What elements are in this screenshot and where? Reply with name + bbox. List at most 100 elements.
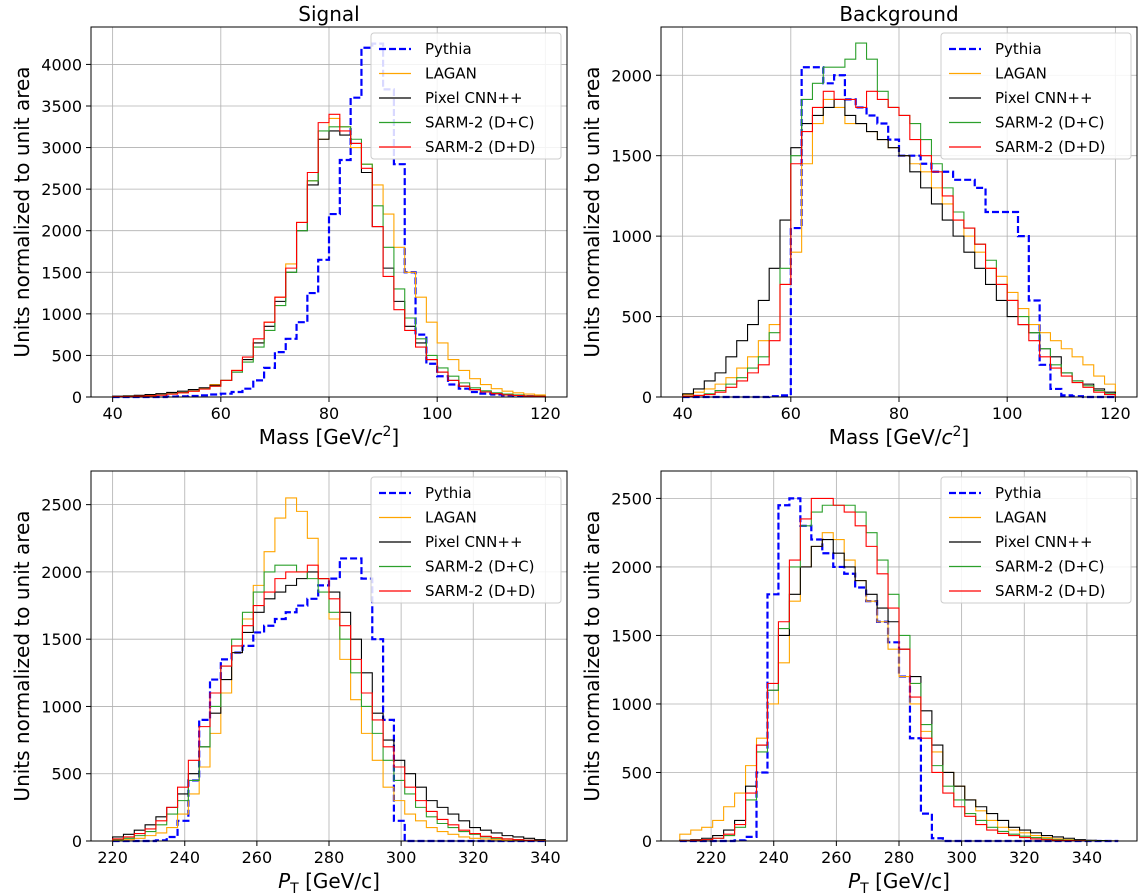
legend-box (370, 32, 562, 160)
legend: Pythia LAGAN Pixel CNN++ SARM-2 (D+C) SARM-2… (370, 32, 562, 160)
y-tick-label: 2000 (611, 558, 652, 577)
y-tick-label: 2500 (611, 489, 652, 508)
x-tick-label: 60 (211, 404, 231, 423)
series-line-0 (112, 42, 547, 399)
legend-label: Pixel CNN++ (425, 89, 523, 107)
y-tick-label: 1500 (611, 626, 652, 645)
y-tick-label: 0 (72, 832, 82, 851)
series-line-4 (679, 497, 1119, 842)
background-pt-panel: 220 240 260 280 300 320 340 0 500 1000 1500 2000 250… (580, 470, 1138, 895)
x-tick-label: 80 (319, 404, 339, 423)
x-tick-label: 300 (386, 848, 417, 867)
x-tick-label: 40 (102, 404, 122, 423)
background-mass-panel: 40 60 80 100 120 0 500 1000 1500 2000 Background Ma… (580, 2, 1138, 449)
y-axis-label: Units normalized to unit area (580, 510, 604, 801)
x-tick-label: 340 (530, 848, 561, 867)
x-tick-label: 240 (758, 848, 789, 867)
x-axis-label: PT [GeV/c] (848, 869, 950, 895)
y-tick-label: 500 (51, 346, 82, 365)
y-axis-label: Units normalized to unit area (580, 66, 604, 357)
legend-label: SARM-2 (D+C) (995, 558, 1104, 576)
legend-label: LAGAN (995, 509, 1047, 527)
legend: Pythia LAGAN Pixel CNN++ SARM-2 (D+C) SARM-2… (940, 32, 1132, 160)
y-axis-label: Units normalized to unit area (10, 66, 34, 357)
legend-label: LAGAN (425, 65, 477, 83)
legend-label: Pythia (995, 484, 1042, 502)
x-axis-label: PT [GeV/c] (278, 869, 380, 895)
x-tick-label: 80 (889, 404, 909, 423)
y-tick-label: 1500 (41, 630, 82, 649)
x-tick-label: 260 (821, 848, 852, 867)
y-tick-label: 1500 (611, 147, 652, 166)
y-tick-label: 1000 (41, 305, 82, 324)
legend-label: Pythia (995, 40, 1042, 58)
legend-label: Pythia (425, 484, 472, 502)
legend-label: SARM-2 (D+C) (425, 558, 534, 576)
y-tick-label: 0 (642, 388, 652, 407)
y-tick-label: 1000 (41, 697, 82, 716)
legend-label: LAGAN (995, 65, 1047, 83)
y-tick-label: 500 (621, 308, 652, 327)
series-line-3 (112, 564, 546, 842)
x-axis-label: Mass [GeV/c2] (259, 424, 399, 449)
legend-label: Pixel CNN++ (425, 533, 523, 551)
x-tick-label: 120 (530, 404, 561, 423)
series-line-4 (112, 113, 546, 398)
x-tick-label: 220 (97, 848, 128, 867)
y-tick-label: 4000 (41, 55, 82, 74)
y-tick-label: 2000 (611, 66, 652, 85)
chart-title: Background (839, 2, 958, 26)
y-tick-label: 3000 (41, 139, 82, 158)
chart-title: Signal (298, 2, 359, 26)
y-tick-label: 1500 (41, 263, 82, 282)
legend-label: SARM-2 (D+D) (995, 138, 1106, 156)
x-tick-label: 340 (1072, 848, 1103, 867)
x-axis-label: Mass [GeV/c2] (829, 424, 969, 449)
y-tick-label: 500 (621, 763, 652, 782)
series-line-4 (112, 564, 546, 842)
y-axis-label: Units normalized to unit area (10, 510, 34, 801)
series-line-1 (679, 532, 1119, 842)
legend-label: SARM-2 (D+C) (425, 114, 534, 132)
y-tick-label: 1000 (611, 695, 652, 714)
y-tick-label: 500 (51, 765, 82, 784)
x-tick-label: 280 (884, 848, 915, 867)
y-tick-label: 2000 (41, 563, 82, 582)
y-tick-label: 1000 (611, 227, 652, 246)
signal-mass-panel: 40 60 80 100 120 0 500 1000 1500 2000 2500 3000 3500… (10, 2, 568, 449)
signal-pt-panel: 220 240 260 280 300 320 340 0 500 1000 1500 2000 250… (10, 470, 568, 895)
legend-box (370, 476, 562, 604)
x-tick-label: 260 (242, 848, 273, 867)
x-tick-label: 300 (946, 848, 977, 867)
x-tick-label: 320 (458, 848, 489, 867)
legend-label: Pythia (425, 40, 472, 58)
x-tick-label: 120 (1100, 404, 1131, 423)
x-tick-label: 220 (696, 848, 727, 867)
y-tick-label: 0 (72, 388, 82, 407)
y-tick-label: 3500 (41, 97, 82, 116)
legend-box (940, 32, 1132, 160)
y-tick-label: 0 (642, 832, 652, 851)
legend-box (940, 476, 1132, 604)
x-tick-label: 100 (422, 404, 453, 423)
legend: Pythia LAGAN Pixel CNN++ SARM-2 (D+C) SARM-2… (940, 476, 1132, 604)
legend: Pythia LAGAN Pixel CNN++ SARM-2 (D+C) SARM-2… (370, 476, 562, 604)
x-tick-label: 280 (314, 848, 345, 867)
y-tick-label: 2500 (41, 496, 82, 515)
legend-label: SARM-2 (D+D) (995, 582, 1106, 600)
x-tick-label: 240 (169, 848, 200, 867)
legend-label: SARM-2 (D+D) (425, 582, 536, 600)
x-tick-label: 40 (672, 404, 692, 423)
legend-label: SARM-2 (D+D) (425, 138, 536, 156)
legend-label: LAGAN (425, 509, 477, 527)
x-tick-label: 320 (1009, 848, 1040, 867)
x-tick-label: 60 (781, 404, 801, 423)
y-tick-label: 2000 (41, 222, 82, 241)
y-tick-label: 2500 (41, 180, 82, 199)
legend-label: Pixel CNN++ (995, 533, 1093, 551)
legend-label: SARM-2 (D+C) (995, 114, 1104, 132)
legend-label: Pixel CNN++ (995, 89, 1093, 107)
x-tick-label: 100 (992, 404, 1023, 423)
series-line-4 (682, 90, 1116, 397)
